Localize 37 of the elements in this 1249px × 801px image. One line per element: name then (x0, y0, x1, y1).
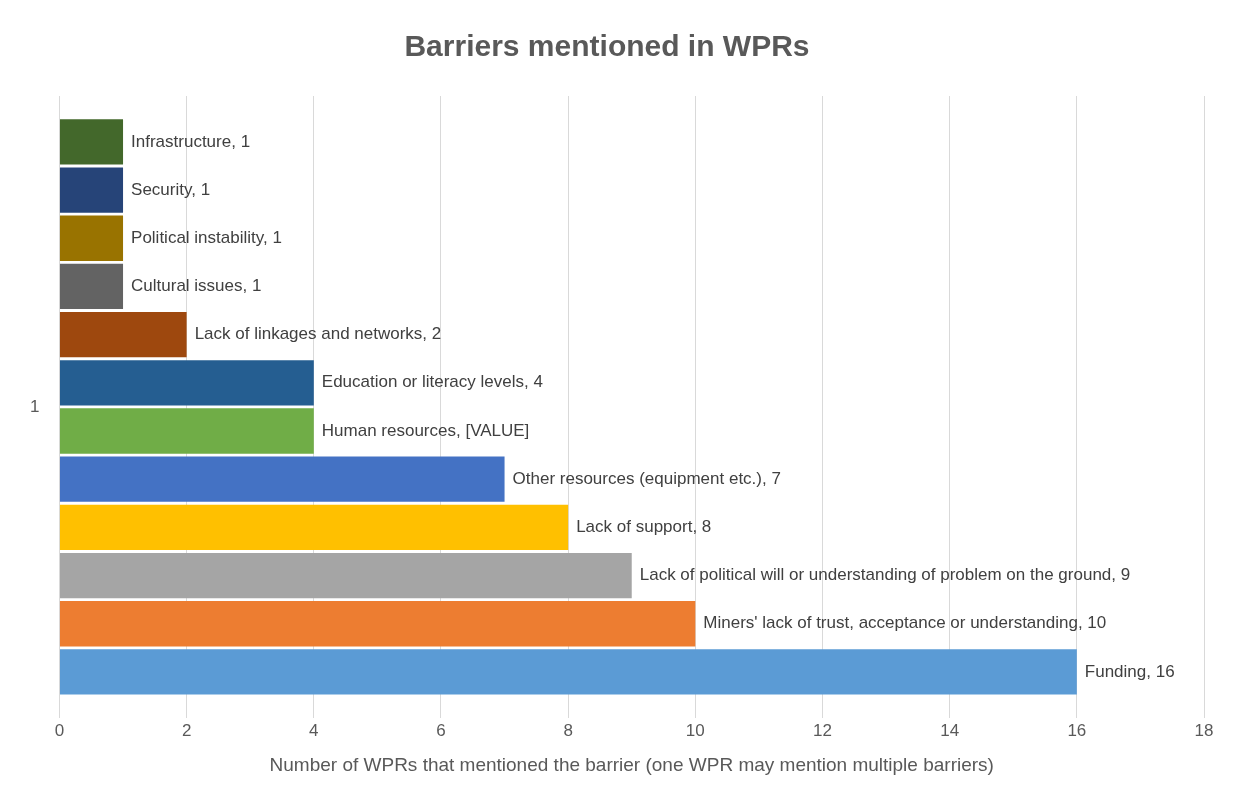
bar (59, 263, 124, 310)
x-tick-label: 16 (1067, 720, 1087, 740)
bar (59, 649, 1077, 695)
x-tick-label: 8 (563, 720, 573, 740)
x-tick-label: 2 (181, 720, 192, 740)
y-tick-label: 1 (29, 396, 40, 416)
x-tick-label: 4 (309, 720, 319, 740)
x-tick-label: 0 (54, 720, 65, 740)
x-axis-title: Number of WPRs that mentioned the barrier (one WPR may mention multiple barriers) (269, 753, 994, 775)
x-tick-label: 18 (1194, 720, 1214, 740)
data-label: Human resources, [VALUE] (321, 420, 530, 440)
x-tick-label: 10 (685, 720, 705, 740)
data-label: Cultural issues, 1 (131, 276, 262, 296)
bar (59, 311, 187, 358)
bar (59, 601, 696, 647)
bar (59, 552, 632, 599)
bar (59, 360, 314, 406)
x-tick-label: 6 (436, 720, 446, 740)
bar (59, 167, 124, 213)
bar (59, 504, 569, 551)
data-label: Other resources (equipment etc.), 7 (512, 468, 781, 488)
data-label: Political instability, 1 (131, 227, 282, 247)
bar (59, 408, 314, 454)
bar (59, 456, 505, 502)
data-label: Funding, 16 (1084, 661, 1175, 681)
x-tick-label: 12 (813, 720, 832, 740)
data-label: Education or literacy levels, 4 (321, 372, 543, 392)
chart-title: Barriers mentioned in WPRs (404, 29, 810, 63)
bar (59, 215, 124, 261)
data-label: Lack of political will or understanding of problem on the ground, 9 (639, 565, 1131, 585)
bar (59, 119, 124, 165)
data-label: Security, 1 (131, 179, 211, 199)
data-label: Miners' lack of trust, acceptance or understanding, 10 (703, 613, 1107, 633)
data-label: Lack of linkages and networks, 2 (194, 324, 442, 344)
data-label: Infrastructure, 1 (131, 131, 251, 151)
x-tick-label: 14 (940, 720, 960, 740)
data-label: Lack of support, 8 (576, 517, 712, 537)
